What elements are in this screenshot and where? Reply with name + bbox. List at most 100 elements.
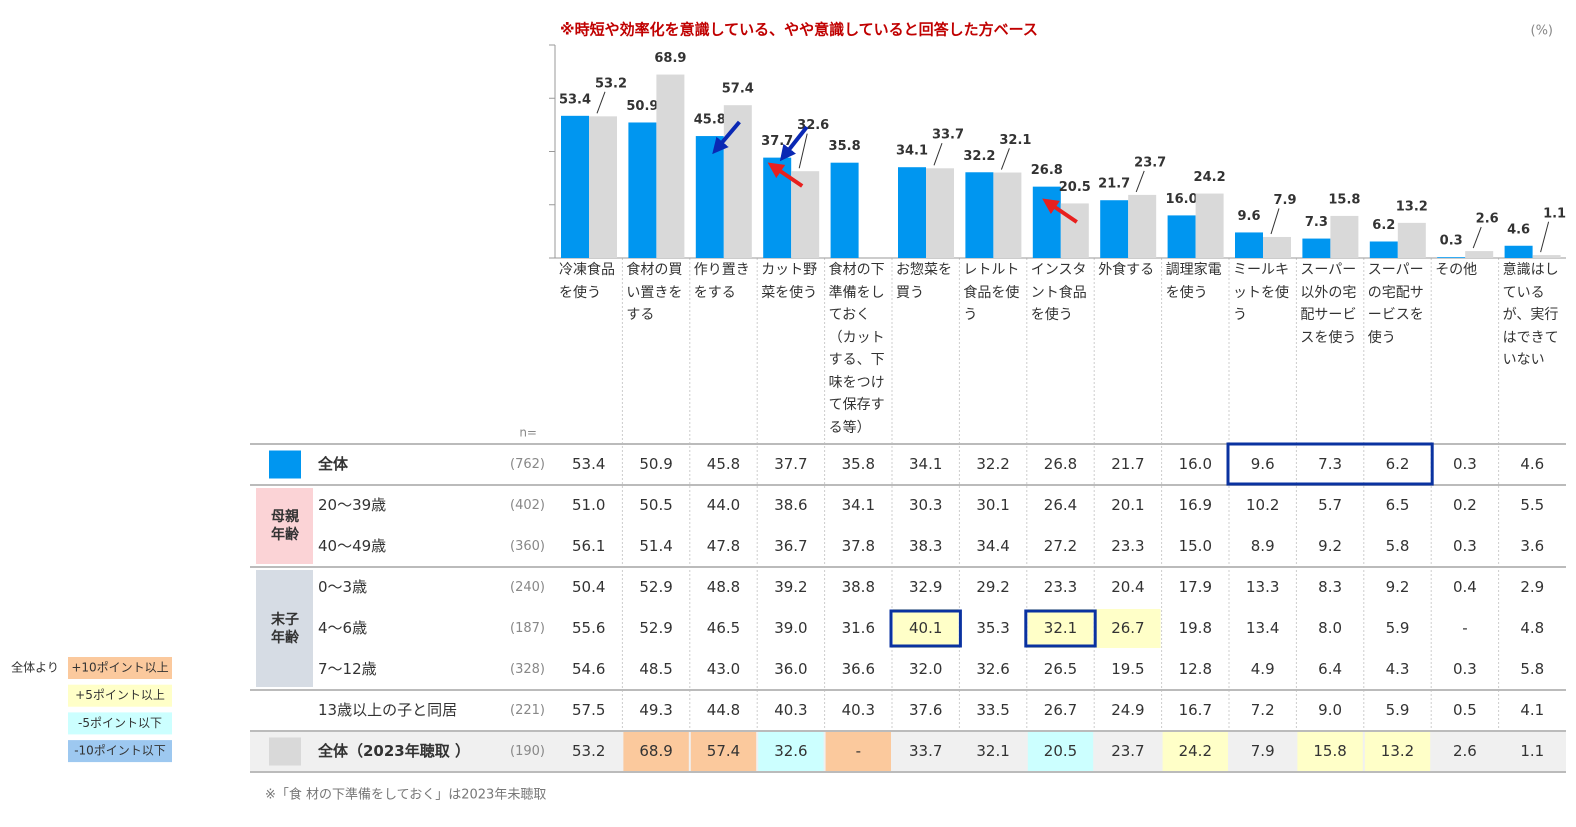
table-cell: 16.9 — [1179, 496, 1212, 514]
category-label: 冷凍食品を使う — [559, 262, 615, 301]
data-label: 21.7 — [1098, 177, 1130, 192]
row-label: 7～12歳 — [318, 660, 377, 678]
data-label: 7.9 — [1273, 193, 1296, 208]
unit-label: (%) — [1531, 24, 1554, 39]
data-label: 33.7 — [932, 128, 964, 143]
table-cell: 5.5 — [1520, 496, 1544, 514]
data-label: 20.5 — [1059, 180, 1091, 195]
table-cell: 38.3 — [909, 537, 942, 555]
leader-line — [798, 133, 808, 169]
table-cell: 6.5 — [1386, 496, 1410, 514]
bar — [926, 168, 954, 258]
bar — [1167, 215, 1196, 258]
cell-highlight — [1297, 732, 1363, 771]
row-n: (402) — [510, 498, 545, 513]
table-cell: 36.0 — [774, 660, 807, 678]
legend-label: +10ポイント以上 — [71, 661, 168, 675]
table-cell: 32.6 — [774, 742, 807, 760]
table-cell: 10.2 — [1246, 496, 1279, 514]
table-cell: 32.2 — [976, 455, 1009, 473]
row-label: 20～39歳 — [318, 496, 386, 514]
leader-line — [1135, 170, 1145, 193]
table-cell: 35.8 — [842, 455, 875, 473]
table-cell: 32.9 — [909, 578, 942, 596]
row-label: 全体（2023年聴取 ） — [317, 742, 470, 760]
cell-highlight — [893, 609, 959, 648]
bar — [1263, 236, 1291, 258]
bar — [695, 136, 724, 258]
data-label: 24.2 — [1194, 170, 1226, 185]
cell-highlight — [1027, 609, 1094, 648]
data-label: 34.1 — [896, 144, 928, 159]
table-cell: 50.5 — [639, 496, 672, 514]
table-cell: 19.5 — [1111, 660, 1144, 678]
table-cell: 9.6 — [1251, 455, 1275, 473]
bar — [1128, 194, 1157, 258]
table-cell: 15.8 — [1313, 742, 1346, 760]
table-cell: 38.6 — [774, 496, 807, 514]
bar — [589, 116, 617, 258]
table-cell: 20.4 — [1111, 578, 1144, 596]
table-cell: 4.3 — [1386, 660, 1410, 678]
category-label: 意識はしているが、実行はできていない — [1502, 262, 1559, 368]
cell-highlight — [825, 732, 891, 771]
table-cell: 40.1 — [909, 619, 942, 637]
table-cell: 7.3 — [1318, 455, 1342, 473]
legend-label: -5ポイント以下 — [78, 716, 162, 730]
table-cell: - — [1462, 619, 1467, 637]
cell-highlight — [758, 732, 824, 771]
row-n: (762) — [510, 457, 545, 472]
table-cell: 32.1 — [976, 742, 1009, 760]
cell-highlight — [1162, 732, 1228, 771]
table-cell: 5.7 — [1318, 496, 1342, 514]
table-cell: 16.7 — [1179, 701, 1212, 719]
table-cell: 46.5 — [707, 619, 740, 637]
table-cell: 31.6 — [842, 619, 875, 637]
cell-outline — [889, 609, 962, 648]
table-cell: 2.6 — [1453, 742, 1477, 760]
trend-arrow — [1042, 198, 1078, 224]
leader-line — [1270, 208, 1280, 235]
table-cell: 26.4 — [1044, 496, 1077, 514]
table-cell: 40.3 — [842, 701, 875, 719]
bar — [1100, 200, 1129, 258]
table-cell: 7.2 — [1251, 701, 1275, 719]
data-label: 32.1 — [999, 133, 1031, 148]
row-n: (187) — [510, 621, 545, 636]
table-cell: 33.5 — [976, 701, 1009, 719]
data-label: 2.6 — [1476, 212, 1499, 227]
category-label: レトルト食品を使う — [963, 262, 1020, 323]
table-cell: 16.0 — [1179, 455, 1212, 473]
table-cell: - — [856, 742, 861, 760]
category-label: その他 — [1435, 262, 1478, 278]
data-label: 9.6 — [1237, 209, 1260, 224]
data-label: 57.4 — [722, 82, 754, 97]
table-cell: 5.8 — [1386, 537, 1410, 555]
data-label: 15.8 — [1328, 192, 1360, 207]
legend-swatch — [68, 684, 172, 707]
category-label: 作り置きをする — [693, 262, 750, 301]
category-label: スーパー以外の宅配サービスを使う — [1300, 262, 1357, 346]
bar — [1032, 186, 1061, 258]
data-label: 4.6 — [1507, 222, 1530, 237]
table-cell: 7.9 — [1251, 742, 1275, 760]
data-label: 0.3 — [1440, 234, 1463, 249]
table-cell: 23.3 — [1044, 578, 1077, 596]
table-cell: 0.3 — [1453, 537, 1477, 555]
chart-title: ※時短や効率化を意識している、やや意識していると回答した方ベース — [560, 21, 1038, 39]
table-cell: 54.6 — [572, 660, 605, 678]
table-cell: 27.2 — [1044, 537, 1077, 555]
data-label: 16.0 — [1166, 192, 1198, 207]
table-cell: 36.7 — [774, 537, 807, 555]
bar — [898, 167, 926, 258]
table-cell: 24.2 — [1179, 742, 1212, 760]
n-label: n= — [519, 426, 537, 440]
table-cell: 15.0 — [1179, 537, 1212, 555]
table-cell: 44.0 — [707, 496, 740, 514]
row-n: (360) — [510, 539, 545, 554]
table-cell: 37.6 — [909, 701, 942, 719]
bar — [1195, 193, 1224, 258]
row-label: 13歳以上の子と同居 — [318, 701, 457, 719]
table-cell: 30.1 — [976, 496, 1009, 514]
table-cell: 9.2 — [1386, 578, 1410, 596]
